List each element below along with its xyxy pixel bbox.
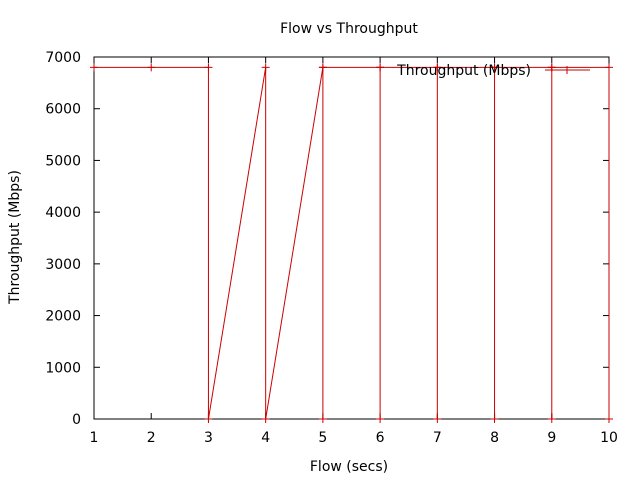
- legend-marker: [563, 66, 571, 74]
- data-point: [147, 63, 156, 72]
- x-tick-label: 9: [547, 430, 556, 446]
- legend: Throughput (Mbps): [396, 63, 590, 79]
- x-tick-label: 10: [600, 430, 618, 446]
- x-axis-label: Flow (secs): [310, 459, 388, 475]
- y-tick-label: 2000: [45, 309, 81, 325]
- x-tick-label: 7: [433, 430, 442, 446]
- x-tick-label: 3: [204, 430, 213, 446]
- series-line: [94, 66, 610, 420]
- x-tick-label: 2: [147, 430, 156, 446]
- y-axis: 0 1000 2000 3000 4000 5000 6000 7000: [45, 50, 609, 428]
- y-tick-label: 7000: [45, 50, 81, 66]
- y-axis-label: Throughput (Mbps): [7, 170, 23, 305]
- y-tick-label: 3000: [45, 257, 81, 273]
- x-tick-label: 6: [376, 430, 385, 446]
- data-point: [433, 63, 442, 72]
- data-point: [318, 63, 327, 72]
- series-layer: [90, 63, 613, 423]
- data-point: [490, 63, 499, 72]
- data-point: [318, 415, 327, 423]
- plot-frame: [93, 56, 610, 420]
- y-tick-label: 4000: [45, 205, 81, 221]
- data-point: [261, 63, 270, 72]
- data-point: [547, 415, 556, 423]
- x-axis: 1 2 3 4 5 6 7 8 9 10: [90, 57, 618, 446]
- data-point: [90, 63, 98, 72]
- data-point: [376, 63, 385, 72]
- y-tick-label: 6000: [45, 102, 81, 118]
- data-point: [433, 415, 442, 423]
- chart-title: Flow vs Throughput: [280, 21, 418, 37]
- y-tick-label: 5000: [45, 153, 81, 169]
- y-tick-label: 1000: [45, 360, 81, 376]
- data-point: [490, 415, 499, 423]
- x-tick-label: 4: [261, 430, 270, 446]
- x-tick-label: 1: [90, 430, 99, 446]
- data-point: [605, 415, 613, 423]
- data-point: [605, 63, 613, 72]
- x-tick-label: 8: [490, 430, 499, 446]
- data-point: [204, 415, 213, 423]
- y-tick-label: 0: [72, 412, 81, 428]
- data-point: [376, 415, 385, 423]
- data-point: [261, 415, 270, 423]
- x-tick-label: 5: [318, 430, 327, 446]
- data-point: [204, 63, 213, 72]
- legend-label: Throughput (Mbps): [396, 63, 531, 79]
